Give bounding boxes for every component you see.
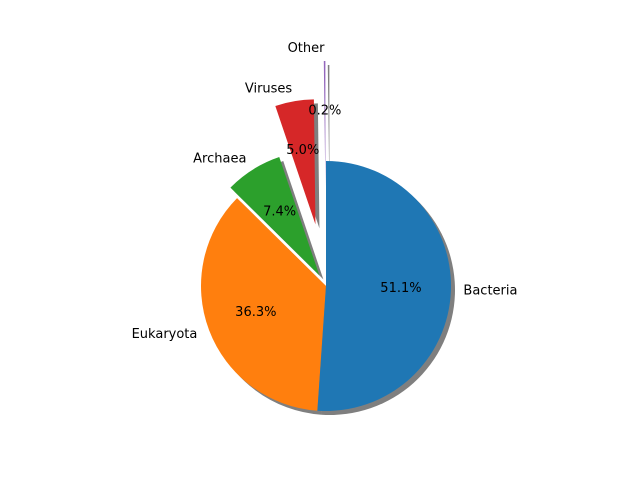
slice-other	[323, 61, 326, 187]
slice-bacteria	[317, 161, 451, 411]
slice-shadow-other	[327, 65, 330, 191]
slice-pct-label-archaea: 7.4%	[263, 204, 296, 219]
slice-pct-label-other: 0.2%	[308, 104, 341, 119]
slice-eukaryota	[200, 198, 326, 411]
slice-viruses	[275, 99, 316, 225]
slice-pct-label-bacteria: 51.1%	[380, 281, 421, 296]
slice-pct-label-eukaryota: 36.3%	[235, 305, 276, 320]
slice-label-viruses: Viruses	[245, 81, 293, 96]
slice-labels: Other 0.2% Viruses 5.0% Archaea 7.4% Eukaryota…	[132, 41, 518, 342]
slice-wedges	[200, 61, 451, 411]
slice-label-other: Other	[288, 41, 326, 56]
slice-label-bacteria: Bacteria	[463, 283, 517, 298]
slice-archaea	[230, 157, 320, 276]
slice-label-archaea: Archaea	[193, 151, 246, 166]
slice-label-eukaryota: Eukaryota	[132, 327, 198, 342]
slice-pct-label-viruses: 5.0%	[286, 143, 319, 158]
